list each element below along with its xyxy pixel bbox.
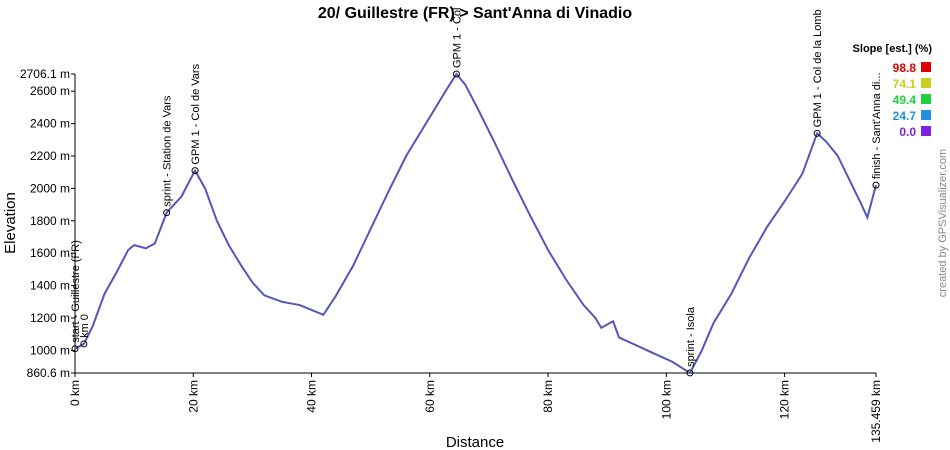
elevation-line [74,72,877,375]
legend-value: 98.8 [893,61,917,75]
waypoint [80,340,88,348]
y-tick-label: 2706.1 m [20,67,70,81]
y-tick-label: 1400 m [30,279,70,293]
credit: created by GPSVisualizer.com [937,149,949,297]
waypoint [71,345,79,353]
legend-title: Slope [est.] (%) [853,43,933,55]
legend-swatch [921,126,931,136]
legend-swatch [921,62,931,72]
legend-swatch [921,78,931,88]
x-tick-label: 40 km [305,380,319,413]
legend-swatch [921,110,931,120]
waypoint-label: GPM 1 - Col de Vars [190,63,202,164]
y-tick-label: 2600 m [30,84,70,98]
y-tick-label: 1000 m [30,343,70,357]
y-tick-label: 2000 m [30,181,70,195]
x-tick-label: 20 km [186,380,200,413]
waypoint [872,181,880,189]
legend-swatch [921,94,931,104]
x-tick-label: 135.459 km [869,380,883,443]
x-axis-label: Distance [446,434,504,450]
y-tick-label: 2400 m [30,117,70,131]
chart-title: 20/ Guillestre (FR) > Sant'Anna di Vinad… [318,5,632,22]
waypoint [163,209,171,217]
y-tick-label: 1800 m [30,214,70,228]
waypoint [813,129,821,137]
waypoint-label: km 0 [79,314,91,338]
waypoint-label: start - Guillestre (FR) [70,240,82,343]
x-tick-label: 60 km [423,380,437,413]
y-tick-label: 1200 m [30,311,70,325]
y-tick-label: 2200 m [30,149,70,163]
legend-value: 74.1 [893,77,917,91]
y-axis-label: Elevation [2,192,19,254]
x-tick-label: 120 km [778,380,792,419]
waypoint-label: GPM 1 - Col [451,8,463,69]
waypoint [452,70,460,78]
x-tick-label: 80 km [541,380,555,413]
y-tick-label: 860.6 m [27,366,70,380]
waypoint-label: finish - Sant'Anna di... [871,72,883,179]
waypoint-label: sprint - Isola [685,306,697,367]
legend-value: 0.0 [899,125,916,139]
waypoint-label: GPM 1 - Col de la Lomb [812,9,824,127]
x-tick-label: 100 km [659,380,673,419]
waypoint [686,369,694,377]
y-tick-label: 1600 m [30,246,70,260]
legend-value: 49.4 [893,93,917,107]
waypoint [191,167,199,175]
legend-value: 24.7 [893,109,917,123]
waypoint-label: sprint - Station de Vars [162,95,174,207]
x-tick-label: 0 km [68,380,82,406]
